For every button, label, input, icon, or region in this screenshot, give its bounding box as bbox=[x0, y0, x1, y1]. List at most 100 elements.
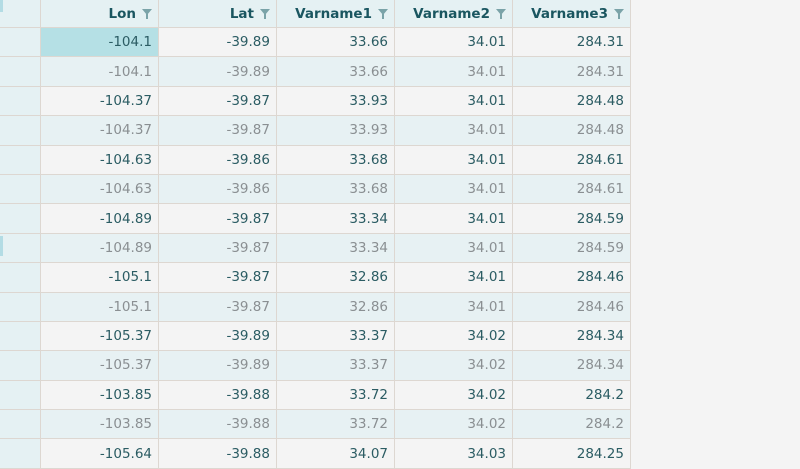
cell-lat[interactable]: -39.87 bbox=[158, 232, 277, 264]
row-header[interactable] bbox=[0, 115, 41, 146]
cell-lon[interactable]: -105.1 bbox=[40, 262, 159, 293]
cell-lat[interactable]: -39.87 bbox=[158, 85, 277, 117]
cell-varname3[interactable]: 284.25 bbox=[512, 438, 631, 469]
cell-lat[interactable]: -39.86 bbox=[158, 173, 277, 205]
cell-varname1[interactable]: 33.34 bbox=[276, 232, 395, 264]
row-header[interactable] bbox=[0, 144, 41, 175]
filter-icon[interactable] bbox=[614, 8, 624, 19]
cell-lon[interactable]: -105.64 bbox=[40, 438, 159, 469]
cell-lon[interactable]: -104.63 bbox=[40, 144, 159, 175]
cell-varname1[interactable]: 33.66 bbox=[276, 56, 395, 87]
cell-varname1[interactable]: 33.93 bbox=[276, 85, 395, 117]
cell-varname2[interactable]: 34.01 bbox=[394, 56, 513, 87]
column-header-lat[interactable]: Lat bbox=[158, 0, 277, 28]
cell-varname2[interactable]: 34.01 bbox=[394, 115, 513, 146]
row-header[interactable] bbox=[0, 203, 41, 234]
row-header[interactable] bbox=[0, 173, 41, 205]
cell-lat[interactable]: -39.86 bbox=[158, 144, 277, 175]
cell-varname2[interactable]: 34.01 bbox=[394, 144, 513, 175]
cell-lat[interactable]: -39.88 bbox=[158, 409, 277, 440]
cell-lon[interactable]: -105.1 bbox=[40, 291, 159, 322]
cell-varname3[interactable]: 284.34 bbox=[512, 350, 631, 381]
column-header-varname2[interactable]: Varname2 bbox=[394, 0, 513, 28]
row-header[interactable] bbox=[0, 350, 41, 381]
cell-varname2[interactable]: 34.01 bbox=[394, 291, 513, 322]
cell-varname1[interactable]: 33.93 bbox=[276, 115, 395, 146]
cell-lon[interactable]: -104.63 bbox=[40, 173, 159, 205]
cell-lon[interactable]: -105.37 bbox=[40, 350, 159, 381]
cell-varname1[interactable]: 33.68 bbox=[276, 144, 395, 175]
row-header[interactable] bbox=[0, 26, 41, 58]
cell-lon[interactable]: -104.37 bbox=[40, 115, 159, 146]
cell-varname1[interactable]: 33.72 bbox=[276, 409, 395, 440]
cell-varname1[interactable]: 33.37 bbox=[276, 350, 395, 381]
cell-varname3[interactable]: 284.48 bbox=[512, 115, 631, 146]
cell-varname3[interactable]: 284.59 bbox=[512, 203, 631, 234]
cell-lon[interactable]: -103.85 bbox=[40, 409, 159, 440]
filter-icon[interactable] bbox=[378, 8, 388, 19]
cell-varname1[interactable]: 33.66 bbox=[276, 26, 395, 58]
column-header-varname1[interactable]: Varname1 bbox=[276, 0, 395, 28]
cell-varname2[interactable]: 34.01 bbox=[394, 232, 513, 264]
cell-varname3[interactable]: 284.2 bbox=[512, 379, 631, 411]
cell-varname3[interactable]: 284.61 bbox=[512, 173, 631, 205]
cell-varname3[interactable]: 284.46 bbox=[512, 262, 631, 293]
cell-lat[interactable]: -39.87 bbox=[158, 291, 277, 322]
cell-lat[interactable]: -39.88 bbox=[158, 379, 277, 411]
row-header[interactable] bbox=[0, 85, 41, 117]
filter-icon[interactable] bbox=[496, 8, 506, 19]
cell-varname3[interactable]: 284.31 bbox=[512, 26, 631, 58]
cell-lon[interactable]: -104.37 bbox=[40, 85, 159, 117]
cell-varname2[interactable]: 34.01 bbox=[394, 85, 513, 117]
cell-varname2[interactable]: 34.02 bbox=[394, 379, 513, 411]
cell-varname1[interactable]: 33.68 bbox=[276, 173, 395, 205]
cell-lon[interactable]: -105.37 bbox=[40, 320, 159, 352]
cell-lat[interactable]: -39.89 bbox=[158, 56, 277, 87]
row-header[interactable] bbox=[0, 291, 41, 322]
cell-varname3[interactable]: 284.61 bbox=[512, 144, 631, 175]
row-header[interactable] bbox=[0, 379, 41, 411]
cell-varname3[interactable]: 284.2 bbox=[512, 409, 631, 440]
cell-varname2[interactable]: 34.02 bbox=[394, 320, 513, 352]
column-header-varname3[interactable]: Varname3 bbox=[512, 0, 631, 28]
cell-lat[interactable]: -39.87 bbox=[158, 115, 277, 146]
column-header-lon[interactable]: Lon bbox=[40, 0, 159, 28]
row-header-corner[interactable] bbox=[0, 0, 41, 28]
filter-icon[interactable] bbox=[142, 8, 152, 19]
cell-varname2[interactable]: 34.01 bbox=[394, 262, 513, 293]
cell-varname1[interactable]: 34.07 bbox=[276, 438, 395, 469]
cell-lat[interactable]: -39.89 bbox=[158, 350, 277, 381]
cell-varname2[interactable]: 34.01 bbox=[394, 173, 513, 205]
cell-lon[interactable]: -104.1 bbox=[40, 56, 159, 87]
cell-varname2[interactable]: 34.02 bbox=[394, 350, 513, 381]
cell-lat[interactable]: -39.89 bbox=[158, 320, 277, 352]
row-header[interactable] bbox=[0, 262, 41, 293]
cell-lon[interactable]: -104.89 bbox=[40, 203, 159, 234]
cell-varname2[interactable]: 34.02 bbox=[394, 409, 513, 440]
cell-lon[interactable]: -104.89 bbox=[40, 232, 159, 264]
cell-lat[interactable]: -39.87 bbox=[158, 262, 277, 293]
cell-lat[interactable]: -39.88 bbox=[158, 438, 277, 469]
row-header[interactable] bbox=[0, 409, 41, 440]
row-header[interactable] bbox=[0, 232, 41, 264]
cell-lon[interactable]: -104.1 bbox=[40, 26, 159, 58]
cell-varname2[interactable]: 34.01 bbox=[394, 26, 513, 58]
cell-varname3[interactable]: 284.34 bbox=[512, 320, 631, 352]
cell-varname3[interactable]: 284.59 bbox=[512, 232, 631, 264]
cell-varname1[interactable]: 33.72 bbox=[276, 379, 395, 411]
cell-lat[interactable]: -39.89 bbox=[158, 26, 277, 58]
row-header[interactable] bbox=[0, 56, 41, 87]
row-header[interactable] bbox=[0, 438, 41, 469]
cell-varname1[interactable]: 33.37 bbox=[276, 320, 395, 352]
cell-varname3[interactable]: 284.31 bbox=[512, 56, 631, 87]
cell-varname3[interactable]: 284.48 bbox=[512, 85, 631, 117]
cell-varname3[interactable]: 284.46 bbox=[512, 291, 631, 322]
cell-varname2[interactable]: 34.01 bbox=[394, 203, 513, 234]
row-header[interactable] bbox=[0, 320, 41, 352]
cell-lat[interactable]: -39.87 bbox=[158, 203, 277, 234]
filter-icon[interactable] bbox=[260, 8, 270, 19]
cell-varname1[interactable]: 32.86 bbox=[276, 291, 395, 322]
cell-varname2[interactable]: 34.03 bbox=[394, 438, 513, 469]
cell-varname1[interactable]: 33.34 bbox=[276, 203, 395, 234]
cell-lon[interactable]: -103.85 bbox=[40, 379, 159, 411]
